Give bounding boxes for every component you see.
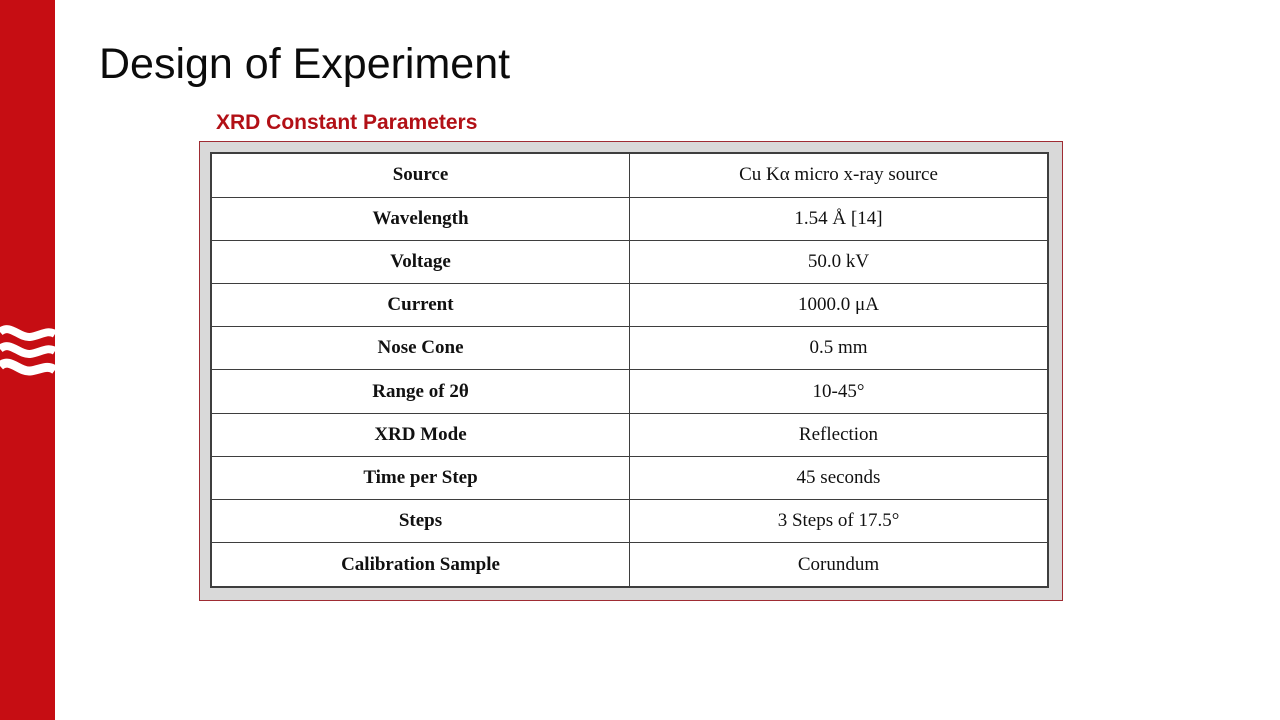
parameter-value: 1.54 Å [14] [629,196,1049,241]
table-row: Range of 2θ 10-45° [210,369,1049,414]
parameter-value: 45 seconds [629,455,1049,501]
parameter-label: Wavelength [210,196,630,241]
parameter-label: Nose Cone [210,326,630,371]
parameter-label: Steps [210,499,630,544]
table-row: Nose Cone 0.5 mm [210,326,1049,371]
table-row: Wavelength 1.54 Å [14] [210,196,1049,241]
parameter-label: Current [210,283,630,328]
parameter-value: Cu Kα micro x-ray source [629,152,1049,198]
parameter-value: 10-45° [629,369,1049,414]
parameter-value: 3 Steps of 17.5° [629,499,1049,544]
parameter-label: Range of 2θ [210,369,630,414]
parameter-label: XRD Mode [210,412,630,457]
parameter-label: Source [210,152,630,198]
table-row: Voltage 50.0 kV [210,239,1049,285]
parameter-label: Voltage [210,239,630,285]
table-row: Current 1000.0 μA [210,283,1049,328]
red-sidebar [0,0,55,720]
parameters-table: Source Cu Kα micro x-ray source Waveleng… [210,152,1049,588]
parameter-value: Reflection [629,412,1049,457]
parameter-value: 1000.0 μA [629,283,1049,328]
table-row: Steps 3 Steps of 17.5° [210,499,1049,544]
table-row: Source Cu Kα micro x-ray source [210,152,1049,198]
parameter-label: Time per Step [210,455,630,501]
slide-title: Design of Experiment [99,40,511,88]
table-row: Calibration Sample Corundum [210,542,1049,588]
wave-stripes-icon [0,325,55,376]
parameter-value: Corundum [629,542,1049,588]
table-row: XRD Mode Reflection [210,412,1049,457]
parameter-value: 50.0 kV [629,239,1049,285]
parameter-label: Calibration Sample [210,542,630,588]
parameter-value: 0.5 mm [629,326,1049,371]
table-row: Time per Step 45 seconds [210,455,1049,501]
table-frame: Source Cu Kα micro x-ray source Waveleng… [199,141,1063,601]
table-caption: XRD Constant Parameters [216,111,478,134]
